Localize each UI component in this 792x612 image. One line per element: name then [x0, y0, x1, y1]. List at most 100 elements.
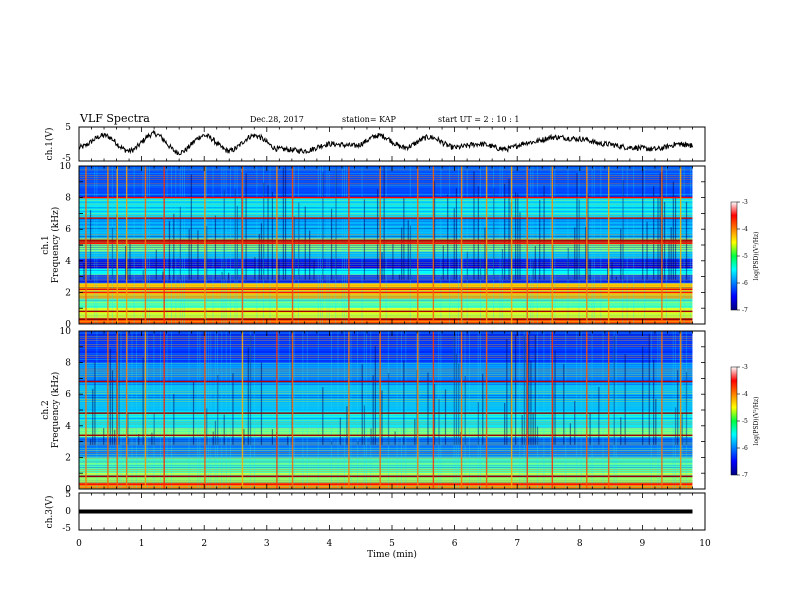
- spectral-texture-line: [79, 416, 693, 417]
- spectral-band: [79, 166, 693, 198]
- spectral-gap: [109, 348, 111, 445]
- spectral-texture-column: [468, 331, 470, 489]
- spectral-gap: [464, 376, 466, 445]
- spectral-gap: [574, 227, 576, 280]
- spectral-gap: [453, 332, 455, 445]
- y-tick-label: 0: [65, 320, 71, 330]
- ch1-waveform-frame: [78, 126, 706, 162]
- spectral-texture-line: [79, 258, 693, 260]
- spectral-gap: [223, 414, 225, 445]
- x-tick-label: 4: [327, 539, 333, 549]
- spectral-texture-column: [659, 331, 661, 489]
- spectral-texture-line: [79, 374, 693, 376]
- spectral-texture-line: [79, 226, 693, 228]
- spectral-texture-column: [593, 166, 595, 324]
- spectral-gap: [455, 188, 458, 280]
- ch3-ylabel: ch.3(V): [44, 496, 55, 529]
- spectral-texture-column: [199, 331, 201, 489]
- sferic-impulse: [163, 166, 165, 324]
- spectral-texture-line: [79, 196, 693, 197]
- spectral-texture-column: [458, 331, 459, 489]
- spectral-texture-column: [532, 166, 534, 324]
- spectral-texture-column: [690, 166, 692, 324]
- spectral-texture-column: [171, 331, 172, 489]
- spectral-texture-line: [79, 473, 693, 474]
- spectral-texture-column: [94, 166, 96, 324]
- colorbar-tick-label: -3: [742, 199, 748, 206]
- spectral-texture-column: [550, 331, 551, 489]
- spectral-texture-line: [79, 459, 693, 461]
- spectral-texture-column: [184, 166, 185, 324]
- spectral-texture-column: [401, 331, 402, 489]
- sferic-impulse: [163, 331, 165, 489]
- spectral-texture-column: [225, 331, 227, 489]
- spectral-gap: [151, 432, 153, 445]
- spectral-texture-column: [493, 166, 494, 324]
- spectral-gap: [247, 347, 249, 445]
- date-label: Dec.28, 2017: [250, 115, 304, 124]
- sferic-impulse: [291, 331, 294, 489]
- spectral-texture-line: [79, 218, 693, 220]
- spectral-texture-column: [576, 331, 578, 489]
- spectral-gap: [111, 370, 114, 445]
- spectral-texture-line: [79, 237, 693, 239]
- y-tick-label: 8: [65, 194, 71, 204]
- sferic-impulse: [460, 166, 463, 324]
- time-axis-tick-labels: 0 1 2 3 4 5 6 7 8 9 10: [76, 539, 711, 549]
- spectral-texture-column: [293, 166, 295, 324]
- x-tick-label: 9: [640, 539, 646, 549]
- spectral-gap: [254, 257, 256, 280]
- spectral-gap: [206, 408, 208, 445]
- spectral-texture-column: [328, 166, 330, 324]
- spectral-band: [79, 317, 693, 324]
- spectral-gap: [648, 333, 650, 445]
- spectral-texture-line: [79, 376, 693, 377]
- y-tick-label: 4: [65, 257, 71, 267]
- spectral-gap: [330, 441, 333, 445]
- spectral-texture-column: [188, 331, 190, 489]
- spectral-texture-column: [626, 166, 628, 324]
- sferic-impulse: [586, 166, 588, 324]
- spectral-band: [79, 268, 693, 276]
- spectral-texture-line: [79, 270, 693, 271]
- spectral-texture-line: [79, 177, 693, 178]
- spectral-gap: [444, 389, 447, 445]
- spectral-texture-line: [79, 476, 693, 478]
- spectral-texture-column: [685, 331, 687, 489]
- sferic-impulse: [125, 331, 128, 489]
- spectral-gap: [111, 227, 114, 280]
- spectral-texture-line: [79, 203, 693, 205]
- spectral-texture-line: [79, 235, 693, 237]
- spectral-texture-line: [79, 419, 693, 421]
- spectral-gap: [479, 258, 482, 280]
- spectral-gap: [501, 249, 504, 280]
- spectral-gap: [655, 398, 657, 445]
- spectral-texture-column: [135, 331, 137, 489]
- colorbar-tick-label: -4: [742, 226, 748, 233]
- spectral-texture-column: [455, 331, 457, 489]
- spectral-texture-line: [79, 308, 693, 309]
- narrowband-line: [79, 242, 693, 245]
- spectral-gap: [620, 228, 622, 280]
- spectral-texture-column: [600, 166, 602, 324]
- spectral-gap: [89, 210, 92, 280]
- spectral-texture-column: [317, 166, 319, 324]
- spectral-gap: [129, 241, 131, 280]
- spectral-gap: [271, 192, 274, 280]
- spectral-texture-line: [79, 349, 693, 351]
- spectral-texture-column: [263, 166, 264, 324]
- spectral-texture-line: [79, 399, 693, 400]
- spectral-texture-line: [79, 232, 693, 233]
- spectral-texture-column: [256, 166, 258, 324]
- ch1-waveform-line: [78, 129, 693, 156]
- no-data-region: [692, 166, 705, 324]
- spectral-gap: [519, 212, 521, 280]
- spectral-gap: [401, 227, 403, 280]
- spectral-gap: [214, 420, 217, 445]
- spectral-texture-line: [79, 372, 693, 374]
- spectral-texture-column: [322, 166, 324, 324]
- narrowband-line: [79, 239, 693, 241]
- spectral-texture-line: [79, 408, 693, 410]
- spectral-gap: [569, 423, 571, 445]
- ch1-colorbar: log(PSD)(V²/Hz) -3 -4 -5 -6 -7: [730, 199, 760, 314]
